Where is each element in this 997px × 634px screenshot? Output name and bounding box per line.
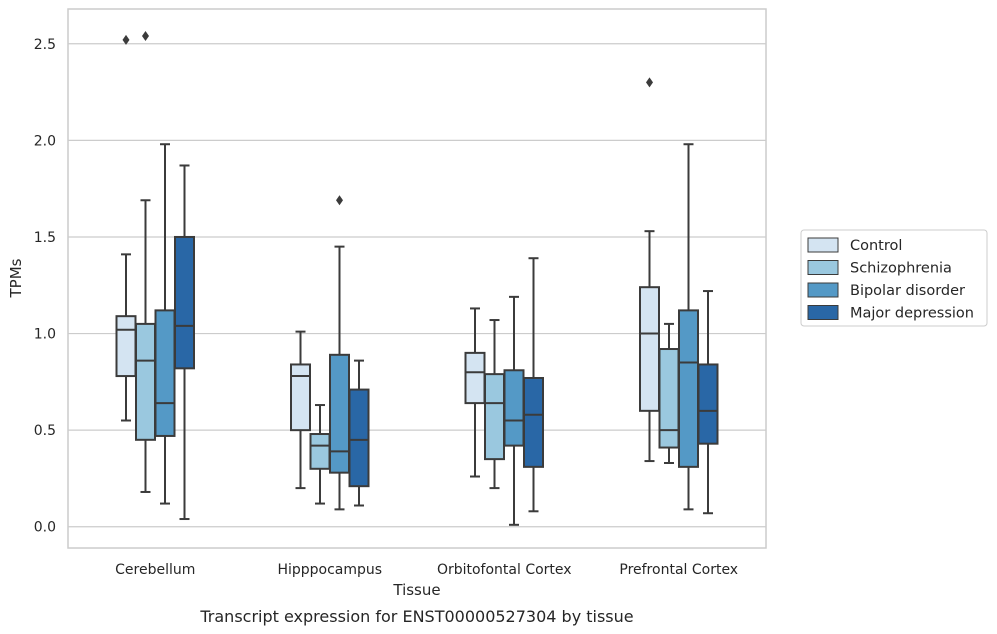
box-major-depression [348,359,370,507]
y-tick-label: 0.5 [34,423,56,439]
y-axis-ticks: 0.0 0.5 1.0 1.5 2.0 2.5 [34,37,56,536]
box-major-depression [697,290,719,515]
legend-label: Control [850,238,902,254]
box-bipolar-disorder [329,195,350,511]
y-tick-label: 2.5 [34,37,56,53]
legend-label: Bipolar disorder [850,283,965,299]
legend-frame [800,229,988,327]
box-iqr [309,433,331,470]
plot-area-frame [67,8,767,549]
box-iqr [115,315,137,378]
x-tick-label: Cerebellum [115,562,195,578]
box-iqr [135,322,156,441]
box-iqr [348,388,370,488]
x-axis-label: Tissue [392,581,440,599]
legend-swatch [807,282,839,298]
outlier-point [122,34,130,45]
box-iqr [503,369,525,447]
grid-lines [68,43,766,528]
y-tick-label: 1.0 [34,327,56,343]
x-axis-ticks: Cerebellum Hipppocampus Orbitofontal Corte… [115,562,738,578]
box-schizophrenia [484,319,505,490]
y-tick-label: 2.0 [34,133,56,149]
y-axis-label: TPMs [7,258,25,298]
legend-swatch [807,260,839,275]
box-schizophrenia [658,322,680,464]
box-bipolar-disorder [154,143,176,505]
legend-label: Major depression [850,306,974,322]
box-iqr [484,373,505,461]
box-control [290,330,311,490]
box-iqr [329,353,350,474]
legend-swatch [807,237,839,253]
box-control [115,34,137,422]
x-tick-label: Prefrontal Cortex [619,562,738,578]
box-major-depression [523,257,544,513]
box-iqr [678,309,699,468]
box-iqr [290,363,311,432]
outlier-point [646,77,653,88]
box-iqr [639,286,660,412]
outlier-point [336,195,343,206]
box-iqr [658,348,680,449]
boxplot-marks [115,31,719,526]
box-iqr [154,309,176,437]
box-bipolar-disorder [503,295,525,526]
box-schizophrenia [135,31,156,493]
legend-label: Schizophrenia [850,261,952,277]
box-iqr [174,235,195,370]
box-control [639,77,660,463]
box-bipolar-disorder [678,143,699,511]
figure-caption: Transcript expression for ENST0000052730… [199,607,633,626]
box-iqr [523,376,544,468]
x-tick-label: Hipppocampus [277,562,382,578]
legend: Control Schizophrenia Bipolar disorder Majo… [800,229,988,327]
box-major-depression [174,164,195,521]
box-schizophrenia [309,404,331,505]
box-iqr [697,363,719,445]
legend-swatch [807,305,839,320]
y-tick-label: 0.0 [34,520,56,536]
y-tick-label: 1.5 [34,230,56,246]
x-tick-label: Orbitofontal Cortex [437,562,572,578]
box-iqr [464,351,486,405]
outlier-point [142,31,149,42]
